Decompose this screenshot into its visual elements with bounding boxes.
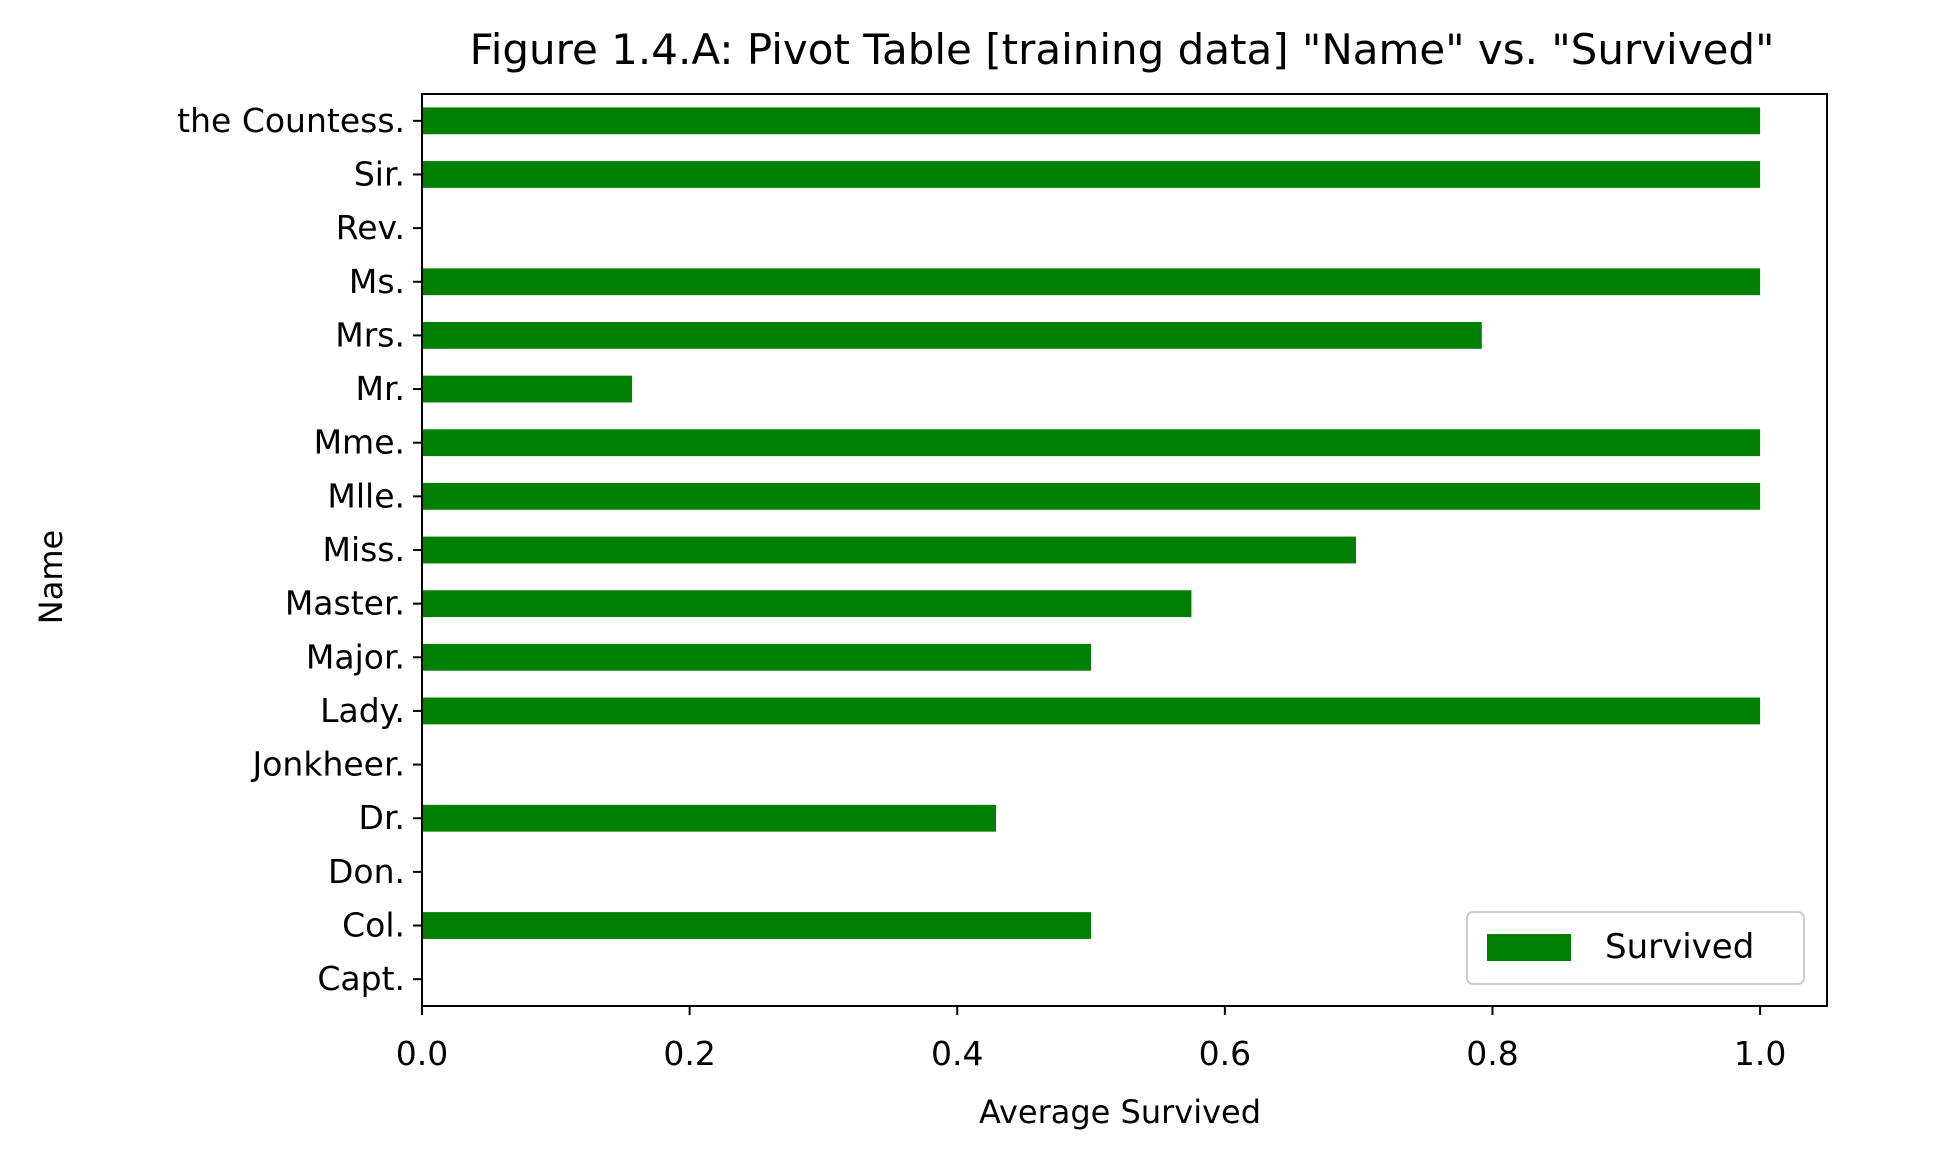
y-tick-label: Lady. — [320, 691, 405, 730]
y-tick-label: the Countess. — [177, 101, 405, 140]
bar-mrs — [422, 322, 1482, 349]
bar-mr — [422, 376, 632, 403]
bar-col — [422, 912, 1091, 939]
legend-label: Survived — [1605, 927, 1754, 967]
x-axis-label: Average Survived — [979, 1093, 1261, 1131]
bar-sir — [422, 161, 1760, 188]
y-tick-label: Ms. — [349, 262, 405, 301]
x-tick-label: 0.6 — [1199, 1034, 1251, 1073]
bar-lady — [422, 698, 1760, 725]
y-tick-label: Sir. — [354, 154, 405, 193]
y-axis-label: Name — [32, 530, 70, 624]
x-axis: 0.0 0.2 0.4 0.6 0.8 1.0 — [396, 1006, 1787, 1073]
y-tick-label: Mrs. — [335, 315, 405, 354]
x-tick-label: 0.8 — [1466, 1034, 1518, 1073]
x-tick-label: 1.0 — [1734, 1034, 1786, 1073]
bar-master — [422, 590, 1191, 617]
y-axis: Capt. Col. Don. Dr. Jonkheer. Lady. Major. Mast… — [177, 101, 422, 998]
y-tick-label: Rev. — [336, 208, 405, 247]
y-tick-label: Col. — [342, 906, 405, 945]
y-tick-label: Jonkheer. — [251, 745, 406, 784]
bar-dr — [422, 805, 996, 832]
y-tick-label: Mlle. — [327, 476, 405, 515]
x-tick-label: 0.0 — [396, 1034, 448, 1073]
y-tick-label: Mme. — [314, 423, 405, 462]
chart-title: Figure 1.4.A: Pivot Table [training data… — [470, 25, 1775, 74]
y-tick-label: Don. — [328, 852, 405, 891]
bar-the-countess — [422, 107, 1760, 134]
x-tick-label: 0.2 — [663, 1034, 715, 1073]
y-tick-label: Major. — [306, 637, 405, 676]
y-tick-label: Dr. — [359, 798, 405, 837]
y-tick-label: Master. — [285, 584, 405, 623]
y-tick-label: Capt. — [317, 959, 405, 998]
bar-mme — [422, 429, 1760, 456]
legend: Survived — [1467, 912, 1804, 984]
bar-miss — [422, 537, 1356, 564]
bar-major — [422, 644, 1091, 671]
y-tick-label: Miss. — [322, 530, 405, 569]
bar-ms — [422, 268, 1760, 295]
bar-mlle — [422, 483, 1760, 510]
bars-layer — [422, 107, 1760, 939]
y-tick-label: Mr. — [356, 369, 406, 408]
x-tick-label: 0.4 — [931, 1034, 983, 1073]
legend-swatch — [1487, 934, 1571, 961]
